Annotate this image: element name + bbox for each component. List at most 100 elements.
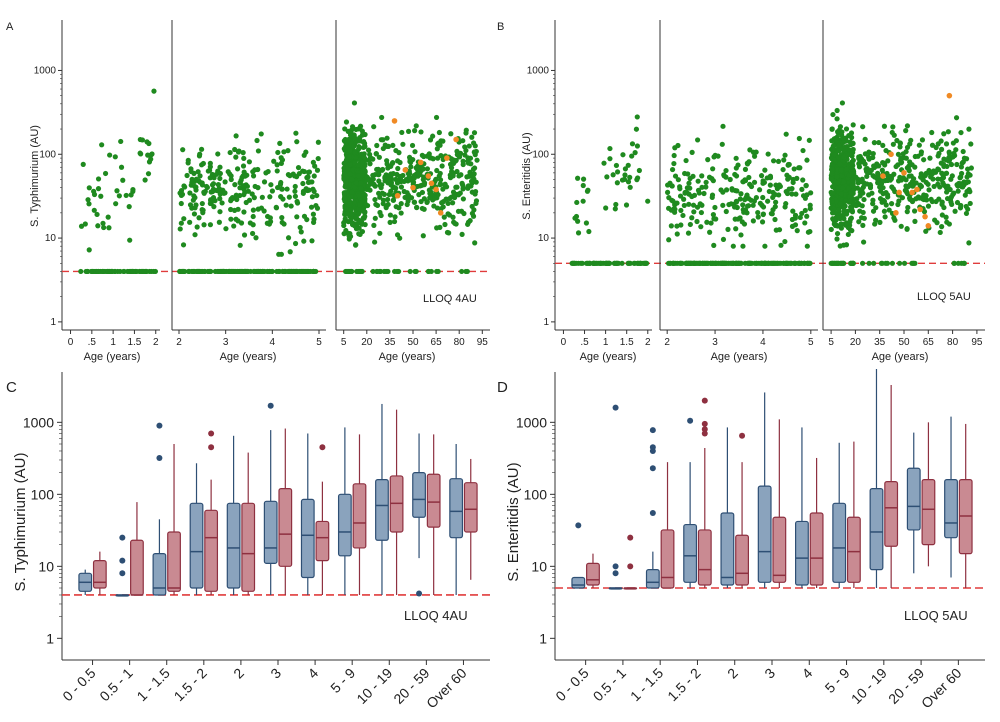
panel-b-point	[762, 243, 768, 249]
panel-a-point	[269, 188, 275, 194]
panel-a-point	[314, 205, 321, 211]
panel-b-point	[850, 122, 856, 128]
panel-b-point	[732, 216, 738, 222]
panel-a-point	[292, 188, 298, 194]
panel-b-point	[929, 198, 935, 205]
panel-b-point	[856, 161, 862, 167]
panel-a-ytick-label: 100	[39, 149, 56, 160]
panel-b-point	[694, 204, 701, 210]
panel-c-box	[130, 539, 144, 596]
panel-a-point	[371, 222, 377, 228]
panel-a-point	[217, 191, 223, 197]
panel-a-point	[394, 177, 400, 183]
panel-a-sub3-xlabel: Age (years)	[379, 351, 436, 363]
panel-a-point	[277, 140, 283, 146]
panel-b-point	[838, 167, 844, 173]
panel-a-point	[240, 163, 247, 169]
panel-b-highlight-point	[917, 206, 923, 213]
panel-b-point	[866, 260, 872, 266]
panel-a-point	[279, 186, 285, 192]
panel-b-point	[610, 172, 616, 178]
panel-letter-a: A	[6, 21, 14, 33]
panel-b-point	[921, 209, 928, 215]
panel-a-point	[237, 242, 243, 248]
panel-a-point	[243, 199, 249, 206]
panel-b-point	[598, 260, 604, 266]
panel-a-point	[436, 129, 442, 136]
panel-a-point	[387, 219, 393, 225]
panel-a-point	[275, 149, 281, 156]
panel-b-point	[756, 187, 763, 193]
panel-a-point	[301, 238, 307, 244]
panel-d-box	[921, 479, 936, 546]
panel-b-point	[807, 260, 813, 266]
panel-a-point	[411, 199, 418, 205]
panel-a-point	[178, 200, 184, 207]
panel-a-point	[474, 157, 480, 163]
panel-b-point	[799, 186, 805, 192]
panel-c-box	[263, 500, 278, 564]
panel-a-point	[364, 202, 371, 209]
panel-a-point	[372, 239, 378, 245]
panel-b-point	[918, 151, 924, 157]
panel-b-highlight-point	[893, 210, 899, 216]
panel-a-point	[352, 135, 358, 141]
panel-b-highlight-point	[896, 189, 902, 196]
panel-a-point	[146, 140, 152, 147]
panel-a-point	[217, 196, 223, 202]
panel-a-point	[182, 184, 188, 190]
panel-a-point	[424, 166, 431, 172]
panel-b-point	[680, 212, 686, 219]
panel-a-point	[285, 172, 292, 178]
panel-b-point	[765, 198, 771, 204]
panel-a-point	[377, 230, 383, 236]
panel-b-point	[901, 260, 908, 266]
panel-c-box	[463, 482, 478, 533]
panel-a-point	[406, 174, 412, 180]
panel-b-point	[836, 207, 842, 213]
panel-b-point	[791, 166, 797, 172]
panel-d-box	[846, 516, 861, 583]
panel-b-point	[927, 155, 933, 161]
panel-a-point	[250, 207, 256, 213]
panel-a-point	[223, 226, 229, 232]
panel-a-point	[365, 183, 371, 189]
panel-a-point	[142, 177, 148, 183]
panel-a-point	[380, 201, 386, 207]
panel-b-point	[916, 142, 922, 148]
panel-b-point	[958, 174, 964, 180]
panel-a-point	[351, 100, 358, 106]
panel-b-point	[828, 260, 834, 266]
panel-a-point	[359, 159, 366, 166]
panel-a-point	[292, 240, 299, 247]
panel-b-point	[885, 158, 891, 164]
panel-a-point	[349, 124, 356, 130]
panel-b-point	[834, 116, 840, 122]
panel-b-point	[840, 135, 846, 141]
panel-a-point	[149, 151, 155, 157]
panel-a-point	[240, 150, 246, 156]
panel-b-point	[614, 260, 620, 266]
panel-b-point	[912, 153, 918, 160]
panel-b-point	[750, 149, 757, 155]
panel-c-box	[92, 560, 107, 589]
panel-a-point	[305, 169, 312, 175]
panel-b-point	[892, 217, 898, 223]
panel-a-point	[455, 208, 462, 214]
panel-a-point	[250, 169, 256, 175]
panel-a-point	[91, 188, 97, 194]
panel-c-box	[167, 531, 181, 592]
panel-a-point	[187, 219, 193, 225]
panel-b-point	[727, 176, 733, 183]
panel-b-point	[849, 153, 855, 159]
panel-b-point	[837, 200, 843, 207]
panel-b-point	[633, 126, 640, 132]
panel-a-point	[341, 160, 347, 166]
panel-b-point	[634, 114, 640, 120]
panel-b-point	[923, 179, 929, 186]
panel-b-point	[636, 167, 642, 174]
panel-a-lloq-label: LLOQ 4AU	[423, 293, 477, 305]
panel-b-point	[953, 115, 960, 121]
panel-b-point	[690, 173, 696, 179]
panel-b-point	[684, 185, 690, 191]
